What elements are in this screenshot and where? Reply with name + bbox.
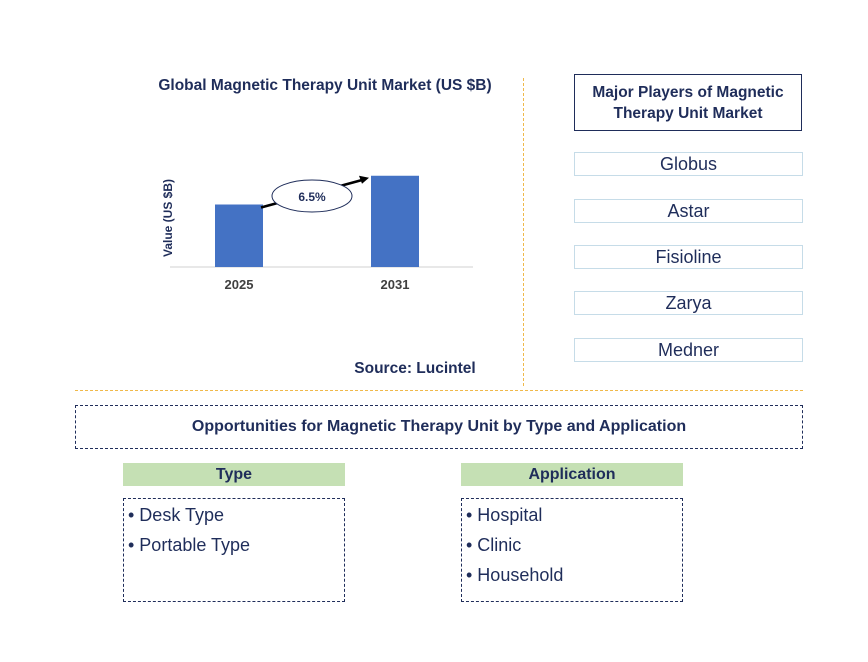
application-list: • Hospital • Clinic • Household (461, 498, 683, 602)
player-astar: Astar (574, 199, 803, 223)
player-globus: Globus (574, 152, 803, 176)
cagr-label: 6.5% (298, 190, 326, 204)
horizontal-divider (75, 390, 803, 391)
player-medner: Medner (574, 338, 803, 362)
application-item: • Clinic (466, 535, 522, 555)
growth-arrow-head (359, 175, 369, 184)
x-tick-label: 2025 (225, 277, 254, 292)
type-item: • Desk Type (128, 505, 225, 525)
type-list: • Desk Type • Portable Type (123, 498, 345, 602)
cagr-bubble (271, 179, 353, 213)
opportunities-title: Opportunities for Magnetic Therapy Unit … (75, 405, 803, 449)
bar-chart: Value (US $B) 2025 2031 6.5% (161, 175, 473, 292)
player-fisioline: Fisioline (574, 245, 803, 269)
x-tick-label: 2031 (381, 277, 410, 292)
chart-source: Source: Lucintel (354, 360, 476, 377)
bar-2025 (215, 204, 263, 267)
player-zarya: Zarya (574, 291, 803, 315)
application-item: • Hospital (466, 505, 543, 525)
players-title: Major Players of Magnetic Therapy Unit M… (574, 74, 802, 131)
chart-title: Global Magnetic Therapy Unit Market (US … (158, 77, 492, 94)
y-axis-label: Value (US $B) (161, 179, 175, 257)
bar-2031 (371, 175, 419, 267)
vertical-divider (523, 78, 524, 386)
application-header: Application (461, 463, 683, 486)
application-item: • Household (466, 565, 564, 585)
type-header: Type (123, 463, 345, 486)
type-item: • Portable Type (128, 535, 251, 555)
